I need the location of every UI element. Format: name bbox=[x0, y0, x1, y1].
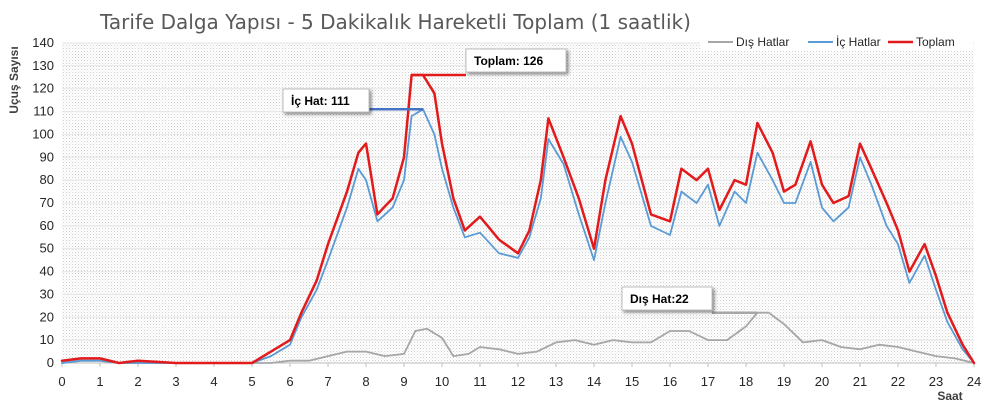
x-tick-label: 21 bbox=[853, 374, 867, 389]
x-tick-label: 3 bbox=[172, 374, 179, 389]
ic-hat-callout bbox=[282, 88, 370, 113]
x-tick-label: 20 bbox=[815, 374, 829, 389]
chart-title: Tarife Dalga Yapısı - 5 Dakikalık Hareke… bbox=[99, 10, 691, 34]
y-axis-title: Uçuş Sayısı bbox=[7, 46, 21, 113]
x-tick-label: 15 bbox=[625, 374, 639, 389]
legend-label-toplam: Toplam bbox=[916, 35, 955, 49]
x-tick-label: 9 bbox=[400, 374, 407, 389]
y-tick-label: 110 bbox=[33, 104, 54, 119]
dis-hat-callout-box bbox=[621, 286, 713, 311]
y-tick-label: 0 bbox=[47, 355, 54, 370]
x-tick-label: 12 bbox=[511, 374, 525, 389]
y-tick-label: 100 bbox=[32, 126, 54, 141]
x-axis-ticks: 0 1 2 3 4 5 6 7 8 9 10 11 12 13 14 15 16 17 18 19 20 21 22 23 24 bbox=[58, 363, 981, 389]
x-tick-label: 24 bbox=[967, 374, 981, 389]
legend-label-dis-hatlar: Dış Hatlar bbox=[736, 35, 789, 49]
y-tick-label: 120 bbox=[32, 81, 54, 96]
legend-box bbox=[700, 33, 973, 51]
x-tick-label: 0 bbox=[58, 374, 65, 389]
y-tick-label: 130 bbox=[32, 58, 54, 73]
y-tick-label: 70 bbox=[40, 195, 54, 210]
x-tick-label: 22 bbox=[891, 374, 905, 389]
x-tick-label: 18 bbox=[739, 374, 753, 389]
x-tick-label: 16 bbox=[663, 374, 677, 389]
series-line-dis-hatlar bbox=[61, 311, 975, 364]
y-tick-label: 140 bbox=[32, 35, 54, 50]
x-tick-label: 6 bbox=[286, 374, 293, 389]
x-tick-label: 1 bbox=[96, 374, 103, 389]
ic-hat-callout-box bbox=[282, 88, 370, 113]
x-tick-label: 2 bbox=[134, 374, 141, 389]
y-tick-label: 10 bbox=[40, 332, 54, 347]
x-tick-label: 7 bbox=[324, 374, 331, 389]
y-tick-label: 30 bbox=[40, 286, 54, 301]
dis-hat-callout bbox=[621, 286, 713, 311]
x-tick-label: 14 bbox=[587, 374, 601, 389]
series-layer bbox=[60, 73, 976, 365]
y-tick-label: 20 bbox=[40, 309, 54, 324]
series-line-toplam bbox=[60, 73, 976, 365]
series-line-ic-hatlar bbox=[61, 108, 975, 364]
x-axis-title: Saat bbox=[937, 389, 962, 403]
x-tick-label: 13 bbox=[549, 374, 563, 389]
legend-label-ic-hatlar: İç Hatlar bbox=[836, 35, 881, 49]
toplam-callout bbox=[465, 48, 567, 73]
y-tick-label: 90 bbox=[40, 149, 54, 164]
ic-hat-callout-label: İç Hat: 111 bbox=[291, 93, 350, 108]
y-tick-label: 60 bbox=[40, 218, 54, 233]
x-tick-label: 19 bbox=[777, 374, 791, 389]
y-tick-label: 80 bbox=[40, 172, 54, 187]
x-tick-label: 23 bbox=[929, 374, 943, 389]
x-tick-label: 5 bbox=[248, 374, 255, 389]
y-tick-label: 40 bbox=[40, 264, 54, 279]
legend: Dış Hatlar İç Hatlar Toplam bbox=[700, 33, 973, 51]
x-tick-label: 10 bbox=[435, 374, 449, 389]
dis-hat-callout-label: Dış Hat:22 bbox=[630, 292, 689, 306]
y-tick-label: 50 bbox=[40, 241, 54, 256]
x-tick-label: 4 bbox=[210, 374, 217, 389]
x-tick-label: 11 bbox=[473, 374, 487, 389]
toplam-callout-box bbox=[465, 48, 567, 73]
x-tick-label: 17 bbox=[701, 374, 715, 389]
x-tick-label: 8 bbox=[362, 374, 369, 389]
toplam-callout-label: Toplam: 126 bbox=[474, 54, 543, 68]
